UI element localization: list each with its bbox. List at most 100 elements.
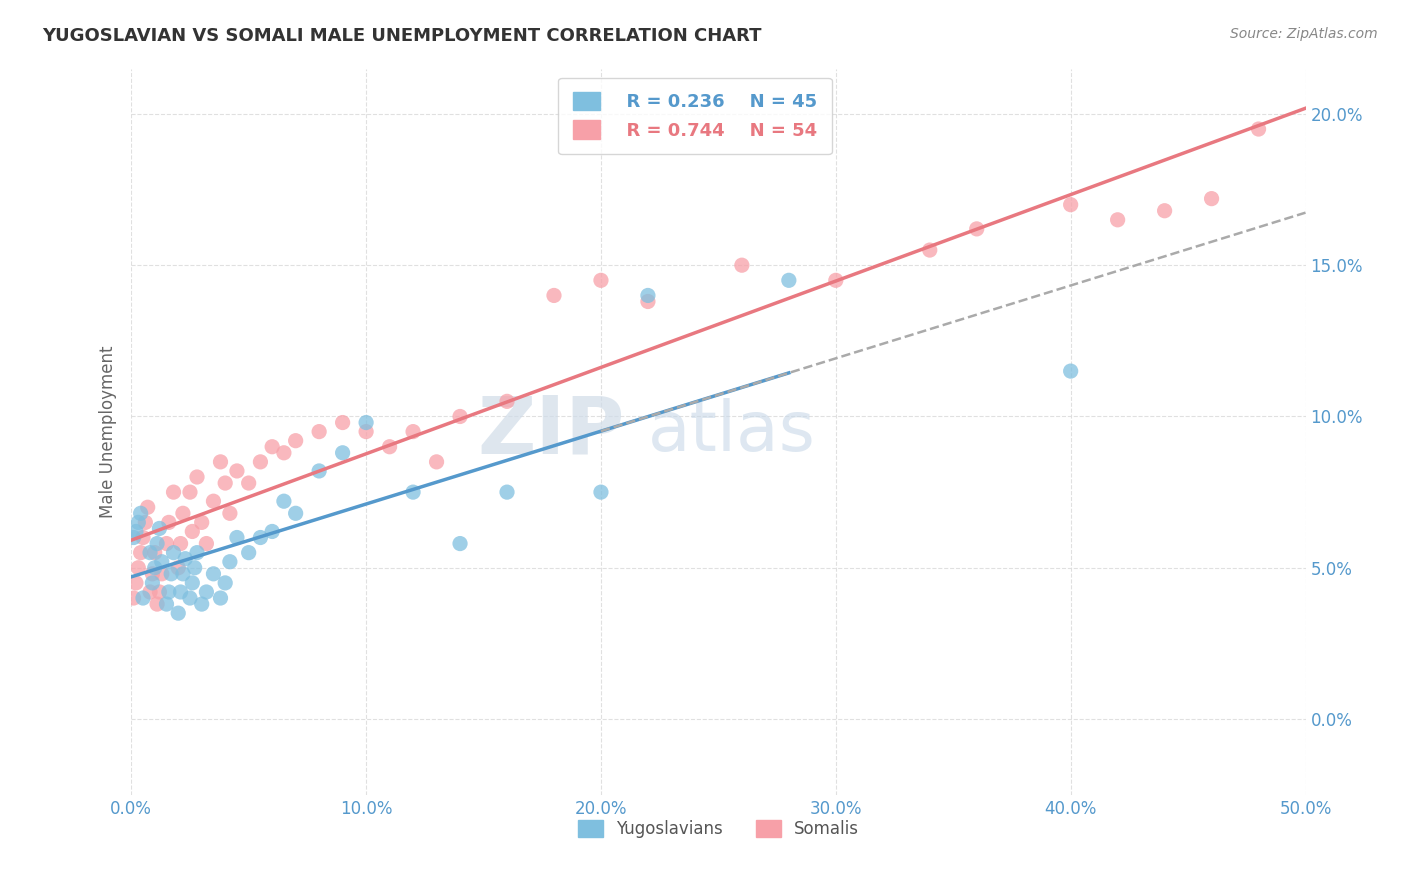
Point — [226, 531, 249, 545]
Point — [273, 494, 295, 508]
Point — [354, 425, 377, 439]
Point — [141, 566, 163, 581]
Point — [209, 591, 232, 605]
Point — [496, 394, 519, 409]
Point — [496, 485, 519, 500]
Point — [162, 485, 184, 500]
Point — [181, 575, 204, 590]
Point — [162, 546, 184, 560]
Point — [209, 455, 232, 469]
Point — [637, 288, 659, 302]
Point — [155, 536, 177, 550]
Point — [1059, 364, 1081, 378]
Point — [134, 516, 156, 530]
Point — [139, 585, 162, 599]
Point — [183, 561, 205, 575]
Point — [146, 536, 169, 550]
Text: atlas: atlas — [648, 398, 815, 465]
Legend: Yugoslavians, Somalis: Yugoslavians, Somalis — [571, 813, 866, 845]
Point — [129, 506, 152, 520]
Point — [273, 446, 295, 460]
Point — [174, 551, 197, 566]
Point — [1153, 203, 1175, 218]
Point — [731, 258, 754, 272]
Point — [190, 516, 212, 530]
Point — [238, 546, 260, 560]
Point — [332, 446, 354, 460]
Point — [148, 521, 170, 535]
Point — [332, 416, 354, 430]
Point — [637, 294, 659, 309]
Point — [1247, 122, 1270, 136]
Point — [195, 585, 218, 599]
Point — [226, 464, 249, 478]
Point — [308, 425, 330, 439]
Point — [157, 585, 180, 599]
Point — [141, 575, 163, 590]
Point — [354, 416, 377, 430]
Point — [139, 546, 162, 560]
Text: Source: ZipAtlas.com: Source: ZipAtlas.com — [1230, 27, 1378, 41]
Point — [402, 425, 425, 439]
Y-axis label: Male Unemployment: Male Unemployment — [100, 345, 117, 518]
Text: ZIP: ZIP — [477, 392, 624, 471]
Point — [918, 243, 941, 257]
Point — [167, 606, 190, 620]
Point — [1201, 192, 1223, 206]
Point — [169, 585, 191, 599]
Point — [146, 597, 169, 611]
Point — [202, 494, 225, 508]
Point — [167, 561, 190, 575]
Point — [186, 470, 208, 484]
Point — [449, 536, 471, 550]
Point — [136, 500, 159, 515]
Point — [219, 555, 242, 569]
Point — [1059, 197, 1081, 211]
Point — [132, 591, 155, 605]
Point — [132, 531, 155, 545]
Point — [589, 273, 612, 287]
Point — [378, 440, 401, 454]
Point — [127, 516, 149, 530]
Point — [190, 597, 212, 611]
Point — [122, 531, 145, 545]
Point — [129, 546, 152, 560]
Point — [125, 575, 148, 590]
Point — [249, 531, 271, 545]
Point — [157, 516, 180, 530]
Point — [143, 546, 166, 560]
Point — [150, 566, 173, 581]
Point — [1107, 212, 1129, 227]
Point — [219, 506, 242, 520]
Point — [262, 524, 284, 539]
Point — [543, 288, 565, 302]
Point — [214, 575, 236, 590]
Point — [143, 561, 166, 575]
Point — [172, 566, 194, 581]
Point — [125, 524, 148, 539]
Point — [122, 591, 145, 605]
Point — [262, 440, 284, 454]
Point — [186, 546, 208, 560]
Point — [284, 506, 307, 520]
Text: YUGOSLAVIAN VS SOMALI MALE UNEMPLOYMENT CORRELATION CHART: YUGOSLAVIAN VS SOMALI MALE UNEMPLOYMENT … — [42, 27, 762, 45]
Point — [966, 222, 988, 236]
Point — [160, 566, 183, 581]
Point — [155, 597, 177, 611]
Point — [214, 476, 236, 491]
Point — [179, 591, 201, 605]
Point — [449, 409, 471, 424]
Point — [589, 485, 612, 500]
Point — [181, 524, 204, 539]
Point — [127, 561, 149, 575]
Point — [402, 485, 425, 500]
Point — [425, 455, 447, 469]
Point — [179, 485, 201, 500]
Point — [148, 585, 170, 599]
Point — [172, 506, 194, 520]
Point — [150, 555, 173, 569]
Point — [238, 476, 260, 491]
Point — [778, 273, 800, 287]
Point — [202, 566, 225, 581]
Point — [169, 536, 191, 550]
